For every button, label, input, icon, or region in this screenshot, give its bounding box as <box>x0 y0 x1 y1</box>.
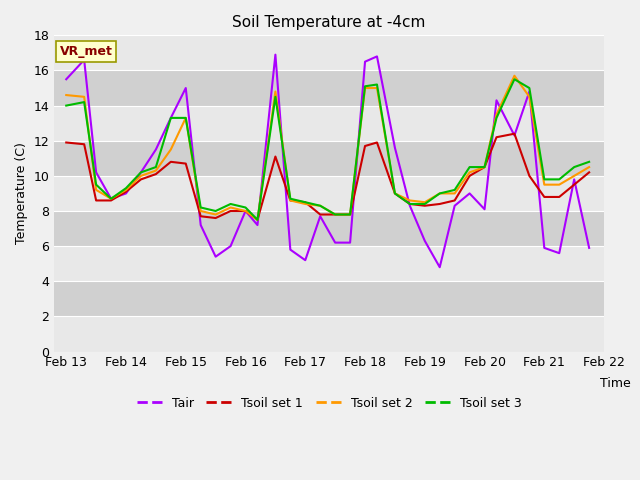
Bar <box>54 281 604 316</box>
Bar <box>54 71 604 106</box>
Bar <box>54 36 604 71</box>
Bar <box>54 246 604 281</box>
Title: Soil Temperature at -4cm: Soil Temperature at -4cm <box>232 15 426 30</box>
X-axis label: Time: Time <box>600 377 630 390</box>
Bar <box>54 316 604 351</box>
Bar <box>54 211 604 246</box>
Bar <box>54 106 604 141</box>
Y-axis label: Temperature (C): Temperature (C) <box>15 143 28 244</box>
Text: VR_met: VR_met <box>60 45 113 58</box>
Bar <box>54 176 604 211</box>
Legend: Tair, Tsoil set 1, Tsoil set 2, Tsoil set 3: Tair, Tsoil set 1, Tsoil set 2, Tsoil se… <box>132 392 527 415</box>
Bar <box>54 141 604 176</box>
